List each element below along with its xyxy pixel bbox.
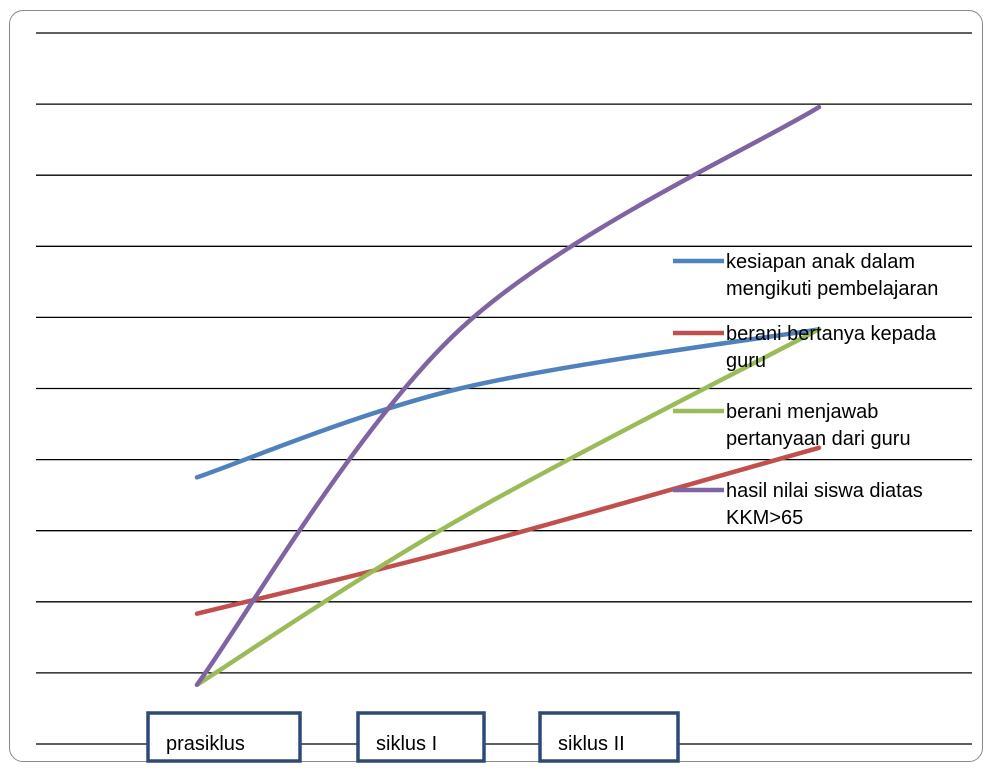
category-label: siklus I (356, 711, 486, 763)
series-line-1 (194, 327, 822, 480)
legend-label: hasil nilai siswa diatas KKM>65 (726, 480, 923, 529)
legend: kesiapan anak dalam mengikuti pembelajara… (673, 251, 938, 529)
category-label: siklus II (538, 711, 680, 763)
category-box (538, 711, 680, 763)
chart-frame (9, 10, 983, 762)
legend-item: hasil nilai siswa diatas KKM>65 (673, 480, 923, 529)
series-line-2 (194, 445, 822, 616)
category-text: prasiklus (166, 733, 245, 755)
legend-label: berani menjawab pertanyaan dari guru (726, 401, 911, 450)
category-box (356, 711, 486, 763)
legend-label: kesiapan anak dalam mengikuti pembelajara… (726, 251, 938, 300)
category-label: prasiklus (146, 711, 302, 763)
category-text: siklus II (558, 733, 625, 755)
category-box (146, 711, 302, 763)
series-lines (194, 104, 822, 687)
legend-label: berani bertanya kepada guru (726, 323, 937, 372)
legend-item: kesiapan anak dalam mengikuti pembelajara… (673, 251, 938, 300)
gridlines (36, 32, 972, 745)
series-line-3 (194, 327, 822, 687)
legend-item: berani menjawab pertanyaan dari guru (673, 401, 911, 450)
category-text: siklus I (376, 733, 437, 755)
legend-item: berani bertanya kepada guru (673, 323, 937, 372)
series-line-4 (194, 104, 822, 687)
category-labels: prasiklus siklus I siklus II (146, 711, 680, 763)
